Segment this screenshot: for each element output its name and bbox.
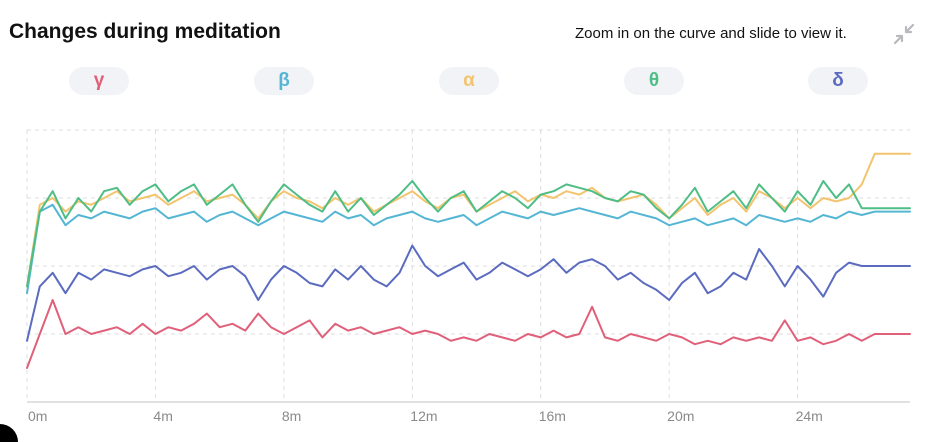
x-tick-label-5: 20m [667, 408, 694, 424]
x-tick-label-3: 12m [410, 408, 437, 424]
legend-beta-label: β [278, 70, 290, 91]
series-line-delta [26, 244, 911, 342]
legend-delta[interactable]: δ [808, 67, 868, 95]
x-tick-label-2: 8m [282, 408, 301, 424]
x-tick-label-1: 4m [153, 408, 172, 424]
legend-beta[interactable]: β [254, 67, 314, 95]
series-line-theta [26, 180, 911, 288]
page-title: Changes during meditation [9, 20, 281, 43]
x-tick-label-6: 24m [796, 408, 823, 424]
series-line-beta [26, 203, 911, 295]
legend-gamma[interactable]: γ [69, 67, 129, 95]
legend-delta-label: δ [832, 70, 844, 91]
zoom-hint: Zoom in on the curve and slide to view i… [575, 25, 847, 42]
legend-theta-label: θ [648, 70, 660, 91]
legend-alpha[interactable]: α [439, 67, 499, 95]
collapse-arrows-icon[interactable] [893, 23, 915, 45]
legend-theta[interactable]: θ [624, 67, 684, 95]
series-line-gamma [26, 299, 911, 369]
legend-gamma-label: γ [93, 70, 105, 91]
x-tick-label-0: 0m [28, 408, 47, 424]
legend-alpha-label: α [463, 70, 475, 91]
x-tick-label-4: 16m [539, 408, 566, 424]
